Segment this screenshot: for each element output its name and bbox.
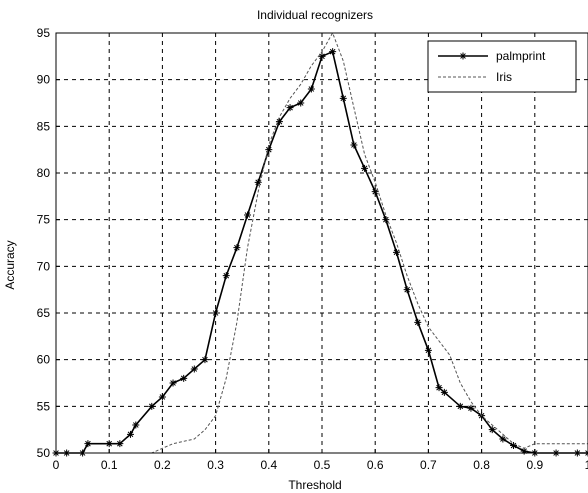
y-tick-label: 90 — [37, 73, 51, 87]
point-palmprint — [158, 393, 166, 401]
point-palmprint — [201, 356, 209, 364]
legend-box — [427, 40, 577, 93]
grid — [56, 33, 588, 453]
chart-title: Individual recognizers — [257, 8, 373, 22]
point-palmprint — [286, 104, 294, 112]
point-palmprint — [499, 435, 507, 443]
point-palmprint — [329, 48, 337, 56]
point-palmprint — [510, 442, 518, 450]
x-tick-label: 0.6 — [367, 458, 384, 472]
point-palmprint — [126, 430, 134, 438]
legend-label-palmprint: palmprint — [496, 49, 546, 63]
point-palmprint — [180, 374, 188, 382]
point-palmprint — [222, 272, 230, 280]
point-palmprint — [403, 286, 411, 294]
point-palmprint — [467, 404, 475, 412]
point-palmprint — [105, 440, 113, 448]
y-tick-label: 65 — [37, 306, 51, 320]
x-tick-label: 0.2 — [154, 458, 171, 472]
point-palmprint — [116, 440, 124, 448]
x-tick-label: 0.9 — [526, 458, 543, 472]
y-tick-label: 55 — [37, 399, 51, 413]
point-palmprint — [520, 447, 528, 455]
tick-layer: 0 0.1 0.2 0.3 0.4 0.5 0.6 0.7 0.8 0.9 1 50 55 60 65 70 7… — [37, 26, 588, 472]
x-tick-label: 0.5 — [314, 458, 331, 472]
y-tick-label: 50 — [37, 446, 51, 460]
legend: palmprint Iris — [427, 40, 577, 93]
point-palmprint — [254, 178, 262, 186]
x-tick-label: 0.4 — [260, 458, 277, 472]
point-palmprint — [392, 248, 400, 256]
x-tick-label: 0.7 — [420, 458, 437, 472]
point-palmprint — [275, 118, 283, 126]
point-palmprint — [456, 402, 464, 410]
point-palmprint — [440, 388, 448, 396]
y-tick-label: 70 — [37, 259, 51, 273]
x-tick-label: 1 — [585, 458, 588, 472]
x-tick-label: 0.1 — [101, 458, 118, 472]
point-palmprint — [435, 384, 443, 392]
y-tick-label: 80 — [37, 166, 51, 180]
series-layer — [52, 31, 588, 457]
point-palmprint — [382, 216, 390, 224]
point-palmprint — [424, 346, 432, 354]
point-palmprint — [190, 365, 198, 373]
x-tick-label: 0 — [53, 458, 60, 472]
y-axis-label: Accuracy — [3, 240, 17, 289]
point-palmprint — [414, 318, 422, 326]
y-tick-label: 75 — [37, 213, 51, 227]
point-palmprint — [350, 141, 358, 149]
legend-marker-palmprint — [459, 52, 467, 60]
point-palmprint — [488, 426, 496, 434]
y-tick-label: 85 — [37, 119, 51, 133]
x-axis-label: Threshold — [288, 478, 341, 492]
point-palmprint — [297, 99, 305, 107]
point-palmprint — [244, 211, 252, 219]
point-palmprint — [361, 164, 369, 172]
y-tick-label: 95 — [37, 26, 51, 40]
point-palmprint — [265, 146, 273, 154]
legend-label-iris: Iris — [496, 70, 512, 84]
point-palmprint — [318, 52, 326, 60]
point-palmprint — [169, 379, 177, 387]
point-palmprint — [132, 421, 140, 429]
y-tick-label: 60 — [37, 353, 51, 367]
x-tick-label: 0.3 — [207, 458, 224, 472]
point-palmprint — [371, 188, 379, 196]
point-palmprint — [339, 94, 347, 102]
x-tick-label: 0.8 — [473, 458, 490, 472]
point-palmprint — [84, 440, 92, 448]
point-palmprint — [212, 309, 220, 317]
point-palmprint — [148, 402, 156, 410]
point-palmprint — [233, 244, 241, 252]
series-line-iris — [56, 31, 588, 454]
point-palmprint — [307, 85, 315, 93]
